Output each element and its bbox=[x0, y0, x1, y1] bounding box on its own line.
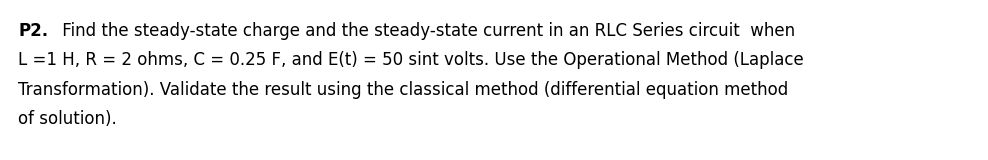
Text: Transformation). Validate the result using the classical method (differential eq: Transformation). Validate the result usi… bbox=[18, 81, 788, 99]
Text: L =1 H, R = 2 ohms, C = 0.25 F, and E(t) = 50 sint volts. Use the Operational Me: L =1 H, R = 2 ohms, C = 0.25 F, and E(t)… bbox=[18, 52, 804, 69]
Text: P2.: P2. bbox=[18, 22, 48, 40]
Text: Find the steady-state charge and the steady-state current in an RLC Series circu: Find the steady-state charge and the ste… bbox=[57, 22, 795, 40]
Text: of solution).: of solution). bbox=[18, 111, 117, 128]
